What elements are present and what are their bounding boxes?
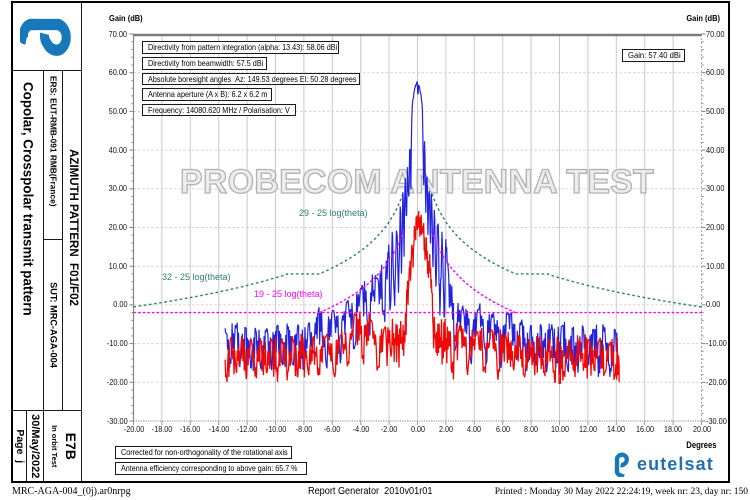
svg-text:PROBECOM ANTENNA TEST: PROBECOM ANTENNA TEST	[180, 163, 654, 201]
svg-text:19 - 25 log(theta): 19 - 25 log(theta)	[254, 289, 323, 299]
svg-text:29 - 25 log(theta): 29 - 25 log(theta)	[299, 208, 368, 218]
svg-text:32 - 25 log(theta): 32 - 25 log(theta)	[162, 272, 231, 282]
